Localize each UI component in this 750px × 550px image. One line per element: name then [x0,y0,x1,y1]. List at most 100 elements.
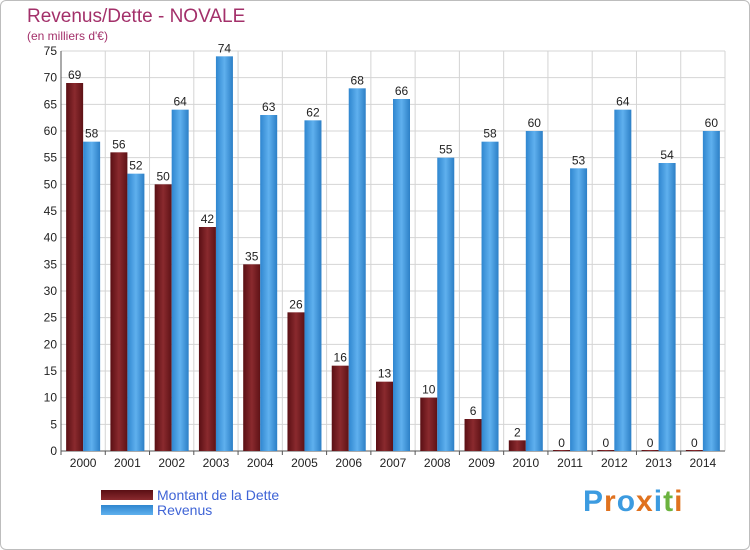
bar-revenus [260,115,278,451]
data-label-revenus: 58 [483,127,497,141]
x-tick-label: 2007 [380,456,407,470]
x-tick-label: 2006 [335,456,362,470]
data-label-dette: 16 [334,351,348,365]
y-tick-label: 70 [44,71,58,85]
y-tick-label: 45 [44,204,58,218]
y-tick-label: 10 [44,391,58,405]
bars [66,56,720,452]
data-label-dette: 35 [245,249,259,263]
x-tick-label: 2014 [690,456,717,470]
data-label-dette: 0 [602,436,609,450]
data-label-revenus: 63 [262,100,276,114]
y-tick-label: 50 [44,177,58,191]
y-tick-label: 30 [44,284,58,298]
y-tick-label: 40 [44,231,58,245]
logo-letter: t [663,485,675,518]
data-label-revenus: 64 [173,95,187,109]
x-tick-label: 2012 [601,456,628,470]
data-label-revenus: 64 [616,95,630,109]
y-tick-label: 0 [50,444,57,458]
bar-dette [243,264,261,451]
data-label-revenus: 66 [395,84,409,98]
data-label-revenus: 55 [439,143,453,157]
bar-revenus [614,109,632,452]
data-label-revenus: 68 [351,73,365,87]
data-label-revenus: 62 [306,105,320,119]
bar-revenus [215,56,233,451]
y-tick-label: 65 [44,97,58,111]
bar-dette [287,312,305,451]
logo-letter: P [583,485,605,518]
data-label-revenus: 60 [705,116,719,130]
data-label-dette: 6 [470,404,477,418]
data-label-revenus: 52 [129,159,143,173]
data-label-dette: 56 [112,137,126,151]
x-tick-label: 2005 [291,456,318,470]
x-tick-label: 2003 [203,456,230,470]
x-tick-label: 2002 [158,456,185,470]
bar-dette [464,419,482,451]
x-tick-label: 2008 [424,456,451,470]
bar-revenus [348,88,366,451]
bar-revenus [570,168,588,452]
chart-subtitle: (en milliers d'€) [27,29,108,43]
y-tick-label: 25 [44,311,58,325]
bar-revenus [702,131,720,451]
bar-dette [376,381,393,451]
bar-revenus [481,141,499,451]
data-label-revenus: 53 [572,153,586,167]
bar-dette [66,83,84,451]
legend-swatch-dette [101,490,153,500]
data-label-revenus: 60 [528,116,542,130]
bar-revenus [83,141,101,451]
bar-dette [154,184,172,452]
bar-dette [331,365,349,451]
bar-dette [198,227,216,451]
bar-dette [553,450,571,451]
data-label-dette: 13 [378,367,392,381]
logo-letter: r [604,485,617,518]
x-tick-label: 2010 [512,456,539,470]
bar-revenus [171,109,189,452]
data-label-revenus: 74 [218,41,232,55]
bar-dette [641,450,659,451]
bar-dette [685,450,703,451]
data-label-dette: 50 [156,169,170,183]
data-label-dette: 0 [691,436,698,450]
data-label-dette: 0 [558,436,565,450]
logo-letter: x [636,485,654,518]
bar-dette [420,397,438,451]
bar-revenus [127,173,145,451]
data-label-dette: 2 [514,425,521,439]
bar-revenus [304,120,322,451]
logo-letter: i [674,485,684,518]
y-tick-label: 35 [44,257,58,271]
bar-revenus [437,157,455,451]
legend-label-revenus: Revenus [157,502,213,518]
bar-dette [597,450,615,451]
data-label-revenus: 54 [660,148,674,162]
x-tick-label: 2004 [247,456,274,470]
x-tick-label: 2011 [557,456,583,470]
bar-revenus [525,131,543,451]
y-tick-label: 5 [50,417,57,431]
data-label-dette: 0 [647,436,654,450]
y-tick-label: 55 [44,151,58,165]
x-tick-label: 2001 [114,456,141,470]
logo-letter: i [653,485,664,518]
data-label-dette: 26 [289,297,303,311]
data-label-revenus: 58 [85,127,99,141]
data-label-dette: 10 [422,383,436,397]
bar-revenus [393,99,410,451]
x-tick-label: 2013 [645,456,672,470]
x-tick-label: 2000 [70,456,97,470]
legend-label-dette: Montant de la Dette [157,487,280,503]
y-tick-label: 15 [44,364,58,378]
bar-dette [110,152,128,452]
logo-letter: o [616,485,637,518]
bar-dette [508,440,526,451]
y-tick-label: 60 [44,124,58,138]
